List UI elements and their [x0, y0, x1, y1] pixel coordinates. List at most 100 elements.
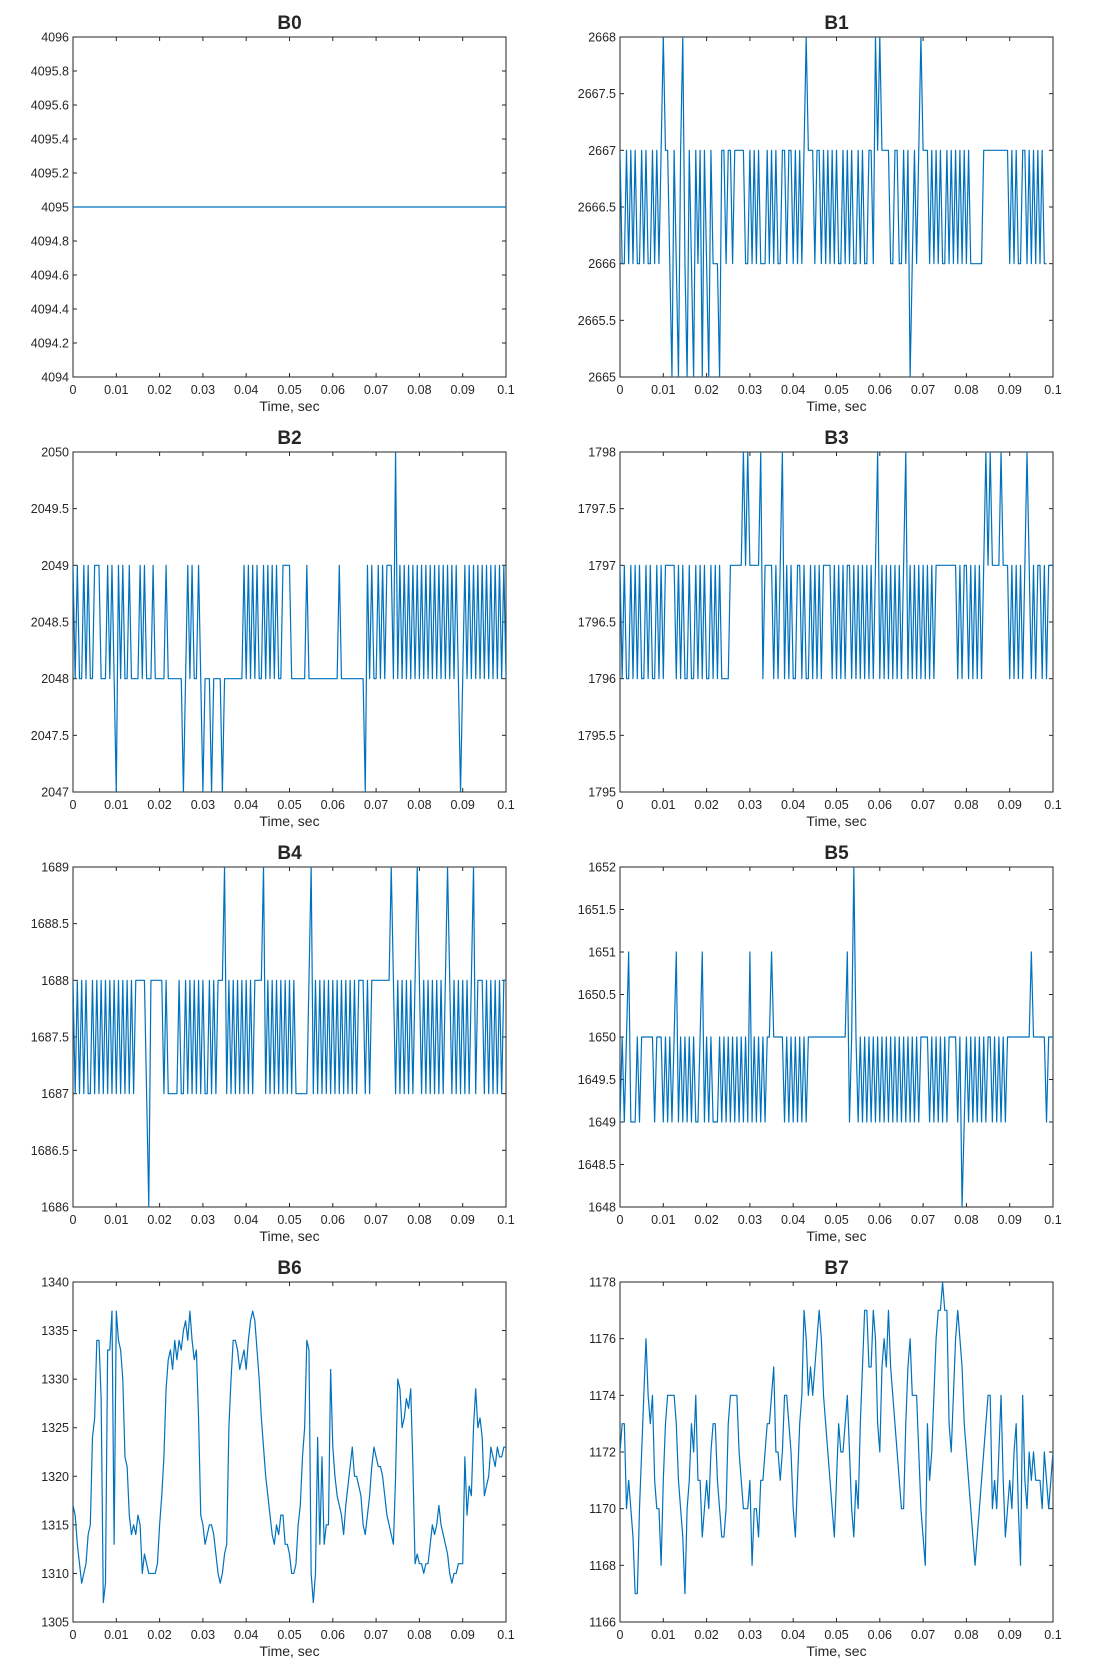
x-tick-label: 0.06 [321, 1628, 345, 1642]
y-tick-label: 1172 [589, 1446, 616, 1460]
y-tick-label: 4095 [41, 201, 69, 215]
panel-b1: B1 0 0.01 0.02 0.03 0.04 0.05 0.06 0.07 0.08 0.09 0… [578, 13, 1062, 414]
x-tick-label: 0.04 [234, 798, 258, 812]
y-tick-label: 1650 [588, 1031, 616, 1045]
y-tick-label: 1796.5 [578, 616, 616, 630]
chart-title: B1 [824, 13, 849, 34]
y-tick-label: 1651.5 [578, 903, 616, 917]
y-tick-label: 1648 [588, 1201, 616, 1215]
x-tick-label: 0.09 [451, 798, 475, 812]
x-tick-label: 0.01 [651, 1213, 675, 1227]
x-tick-label: 0.1 [497, 383, 514, 397]
panel-b3: B3 0 0.01 0.02 0.03 0.04 0.05 0.06 0.07 0.08 0.09 0… [578, 428, 1062, 829]
y-tick-label: 1176 [589, 1332, 616, 1346]
y-tick-label: 4094.6 [31, 269, 69, 283]
series-line-b3 [620, 452, 1053, 680]
x-tick-label: 0.08 [407, 798, 431, 812]
x-tick-label: 0 [617, 383, 624, 397]
x-tick-label: 0.06 [321, 1213, 345, 1227]
chart-title: B4 [277, 843, 302, 864]
chart-title: B3 [824, 428, 848, 449]
x-tick-label: 0.02 [147, 798, 171, 812]
x-tick-label: 0.08 [954, 1213, 978, 1227]
x-tick-label: 0.03 [191, 798, 215, 812]
y-tick-label: 1651 [588, 946, 616, 960]
x-tick-label: 0.05 [824, 1213, 848, 1227]
panel-b7: B7 0 0.01 0.02 0.03 0.04 0.05 0.06 0.07 0.08 0.09 0… [589, 1258, 1062, 1659]
x-tick-label: 0.1 [497, 798, 514, 812]
x-tick-label: 0.08 [407, 383, 431, 397]
plot-area [619, 1281, 1054, 1623]
y-tick-label: 2666.5 [578, 201, 616, 215]
x-tick-label: 0.09 [998, 798, 1022, 812]
x-tick-label: 0.06 [868, 798, 892, 812]
x-tick-label: 0.1 [497, 1213, 514, 1227]
y-tick-label: 1310 [41, 1567, 69, 1581]
x-tick-label: 0.03 [738, 383, 762, 397]
x-tick-label: 0.01 [651, 383, 675, 397]
x-tick-label: 0.04 [781, 798, 805, 812]
y-tick-label: 2048.5 [31, 616, 69, 630]
x-tick-label: 0.08 [954, 383, 978, 397]
series-line-b4 [73, 867, 506, 1207]
x-tick-label: 0.01 [104, 1213, 128, 1227]
x-tick-label: 0.09 [998, 1628, 1022, 1642]
y-tick-label: 1330 [41, 1373, 69, 1387]
x-tick-label: 0 [70, 383, 77, 397]
x-tick-label: 0.04 [234, 1213, 258, 1227]
y-tick-label: 2668 [588, 31, 616, 45]
x-axis-label: Time, sec [806, 1228, 866, 1244]
x-tick-label: 0.07 [364, 798, 388, 812]
x-tick-label: 0.01 [104, 798, 128, 812]
x-tick-label: 0.02 [694, 1628, 718, 1642]
x-tick-label: 0.05 [277, 798, 301, 812]
x-tick-label: 0.01 [651, 1628, 675, 1642]
x-tick-label: 0.02 [147, 383, 171, 397]
x-tick-label: 0.07 [911, 383, 935, 397]
y-tick-label: 2049 [41, 559, 69, 573]
x-tick-label: 0.09 [451, 383, 475, 397]
x-tick-label: 0.05 [824, 1628, 848, 1642]
y-tick-label: 1795.5 [578, 729, 616, 743]
plot-area [72, 451, 507, 793]
x-tick-label: 0.09 [451, 1213, 475, 1227]
x-tick-label: 0.08 [954, 798, 978, 812]
x-tick-label: 0 [70, 1628, 77, 1642]
x-tick-label: 0.05 [277, 1213, 301, 1227]
x-axis-label: Time, sec [259, 813, 319, 829]
x-tick-label: 0.08 [407, 1213, 431, 1227]
y-tick-label: 2049.5 [31, 502, 69, 516]
x-tick-label: 0 [70, 798, 77, 812]
x-tick-label: 0.03 [738, 1213, 762, 1227]
y-tick-label: 1168 [589, 1559, 616, 1573]
x-tick-label: 0.1 [1044, 383, 1061, 397]
x-tick-label: 0 [70, 1213, 77, 1227]
chart-title: B0 [277, 13, 301, 34]
x-tick-label: 0.03 [738, 798, 762, 812]
series-line-b2 [73, 452, 506, 792]
x-tick-label: 0.06 [868, 1213, 892, 1227]
x-tick-label: 0.05 [824, 383, 848, 397]
x-tick-label: 0.1 [497, 1628, 514, 1642]
plot-area [619, 451, 1054, 793]
series-line-b6 [73, 1310, 506, 1604]
y-tick-label: 1650.5 [578, 988, 616, 1002]
y-tick-label: 1174 [589, 1389, 616, 1403]
panel-b2: B2 0 0.01 0.02 0.03 0.04 0.05 0.06 0.07 0.08 0.09 0… [31, 428, 515, 829]
y-tick-label: 4095.2 [31, 167, 69, 181]
y-tick-label: 2667 [588, 144, 616, 158]
x-tick-label: 0.09 [451, 1628, 475, 1642]
x-tick-label: 0.02 [694, 383, 718, 397]
x-tick-label: 0.09 [998, 383, 1022, 397]
y-tick-label: 1688 [41, 974, 69, 988]
y-tick-label: 1687 [41, 1087, 69, 1101]
x-tick-label: 0.1 [1044, 1213, 1061, 1227]
panel-b4: B4 0 0.01 0.02 0.03 0.04 0.05 0.06 0.07 0.08 0.09 0… [31, 843, 515, 1244]
y-tick-label: 1649 [588, 1116, 616, 1130]
y-tick-label: 1649.5 [578, 1073, 616, 1087]
x-tick-label: 0.03 [191, 1213, 215, 1227]
x-tick-label: 0.04 [781, 383, 805, 397]
x-tick-label: 0.1 [1044, 798, 1061, 812]
y-tick-label: 1797.5 [578, 502, 616, 516]
x-tick-label: 0.06 [868, 1628, 892, 1642]
